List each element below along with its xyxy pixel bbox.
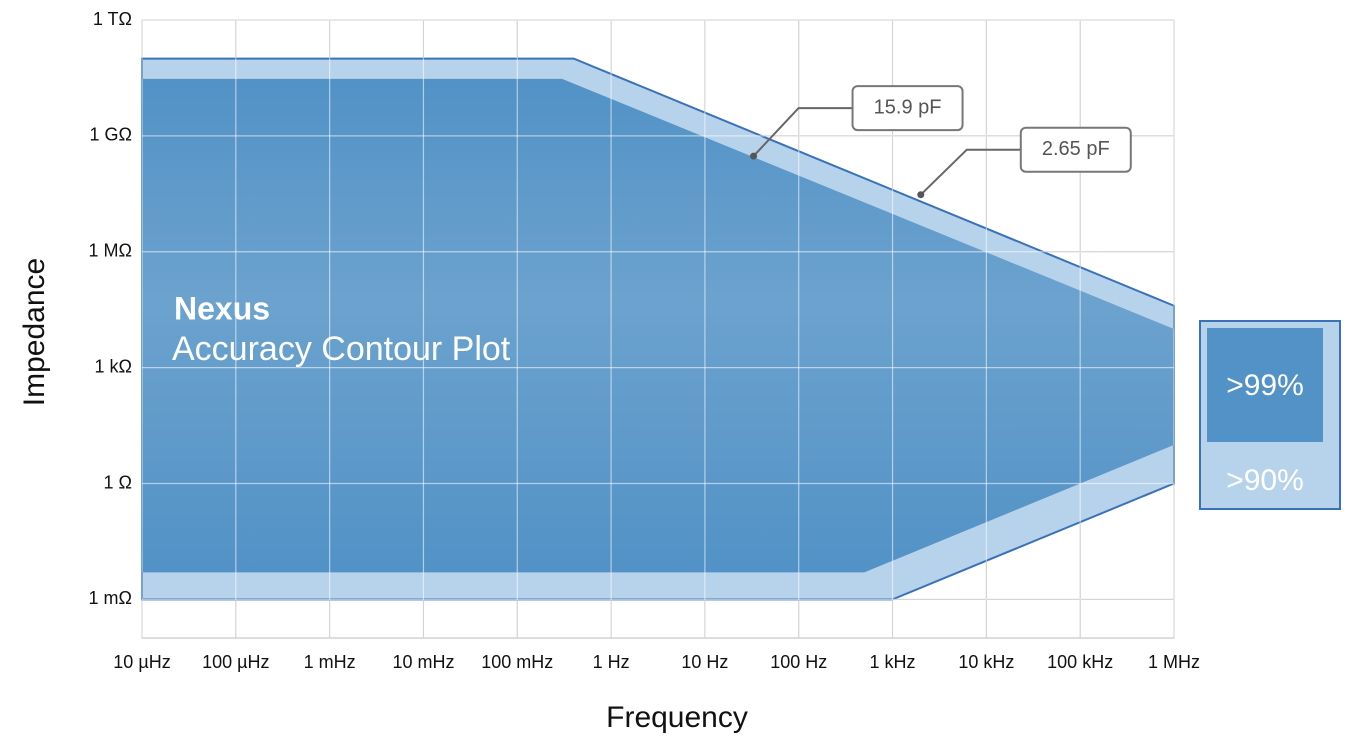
legend-label: >99% [1226, 369, 1304, 402]
annotation-point [917, 191, 925, 199]
y-tick-label: 1 Ω [104, 472, 132, 492]
y-tick-label: 1 TΩ [93, 9, 132, 29]
chart-title: Nexus [174, 290, 270, 326]
y-tick-label: 1 kΩ [95, 356, 132, 376]
y-tick-label: 1 GΩ [90, 125, 132, 145]
x-tick-label: 1 Hz [593, 652, 630, 672]
x-tick-label: 1 mHz [304, 652, 356, 672]
x-axis-label: Frequency [606, 701, 748, 734]
x-tick-label: 10 kHz [958, 652, 1014, 672]
leader-line [920, 148, 1023, 196]
annotation-label: 15.9 pF [874, 96, 942, 118]
legend-label: >90% [1226, 464, 1304, 497]
x-tick-label: 100 Hz [770, 652, 827, 672]
annotation-box [1019, 126, 1132, 173]
x-tick-label: 1 kHz [870, 652, 916, 672]
grid-overlay [141, 19, 1175, 638]
y-axis-label: Impedance [18, 258, 51, 406]
x-tick-label: 10 Hz [681, 652, 728, 672]
x-tick-label: 1 MHz [1148, 652, 1200, 672]
chart-subtitle: Accuracy Contour Plot [172, 330, 511, 368]
annotations: 15.9 pF 2.65 pF [750, 85, 1132, 199]
x-tick-label: 10 µHz [113, 652, 170, 672]
annotation-point [750, 152, 758, 160]
y-tick-label: 1 MΩ [89, 241, 132, 261]
x-tick-label: 10 mHz [392, 652, 454, 672]
leader-line [752, 107, 855, 157]
x-tick-label: 100 kHz [1047, 652, 1113, 672]
y-tick-label: 1 mΩ [89, 588, 132, 608]
legend-swatch [1207, 328, 1323, 442]
annotation-label: 2.65 pF [1042, 138, 1110, 160]
legend: >99% >90% [1199, 320, 1341, 510]
ticks: 10 µHz 100 µHz 1 mHz 10 mHz 100 mHz 1 Hz 10 Hz… [89, 9, 1200, 672]
areas [141, 57, 1175, 601]
x-tick-label: 100 mHz [481, 652, 553, 672]
x-tick-label: 100 µHz [202, 652, 269, 672]
region-shade [142, 78, 1174, 573]
annotation-box [851, 85, 964, 132]
